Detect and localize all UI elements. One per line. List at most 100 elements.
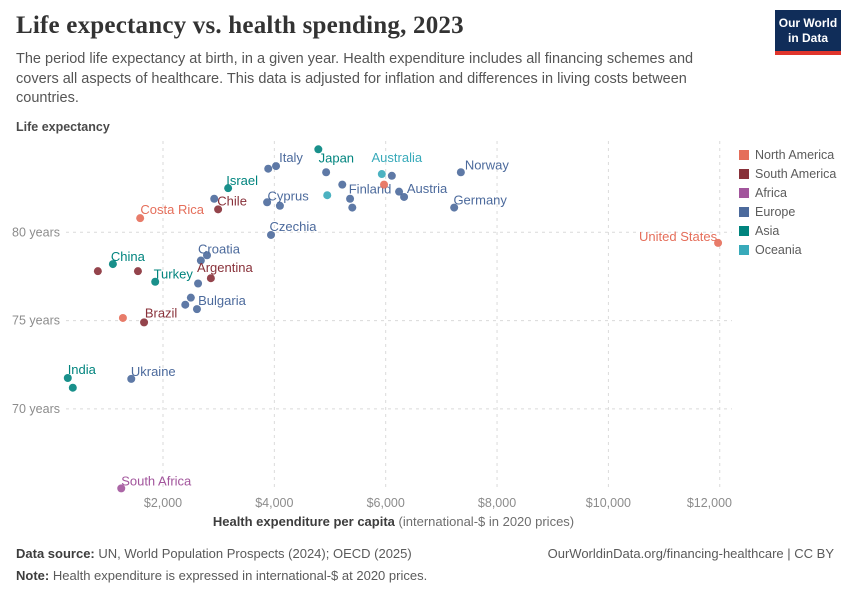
point-norway[interactable]	[456, 168, 465, 177]
legend-item-oceania[interactable]: Oceania	[739, 243, 836, 257]
country-label-japan: Japan	[319, 150, 354, 165]
data-point[interactable]	[264, 164, 273, 173]
legend-label: South America	[755, 167, 837, 181]
point-japan[interactable]	[314, 145, 323, 154]
country-label-croatia: Croatia	[198, 241, 241, 256]
data-point[interactable]	[322, 168, 331, 177]
point-croatia[interactable]	[202, 251, 211, 260]
point-south-africa[interactable]	[117, 484, 126, 493]
point-israel[interactable]	[224, 184, 233, 193]
legend-swatch	[739, 188, 749, 198]
country-label-brazil: Brazil	[145, 305, 178, 320]
data-point[interactable]	[196, 256, 205, 265]
point-costa-rica[interactable]	[136, 214, 145, 223]
x-tick-label: $8,000	[478, 496, 516, 510]
x-tick-label: $12,000	[687, 496, 732, 510]
legend-swatch	[739, 169, 749, 179]
legend-item-north-america[interactable]: North America	[739, 148, 836, 162]
legend-swatch	[739, 245, 749, 255]
legend-label: Africa	[755, 186, 787, 200]
x-tick-label: $6,000	[367, 496, 405, 510]
data-point[interactable]	[275, 201, 284, 210]
point-germany[interactable]	[450, 203, 459, 212]
data-point[interactable]	[133, 267, 142, 276]
owid-logo-line1: Our World	[778, 16, 838, 30]
point-czechia[interactable]	[267, 230, 276, 239]
legend-swatch	[739, 226, 749, 236]
point-ukraine[interactable]	[127, 374, 136, 383]
data-point[interactable]	[323, 191, 332, 200]
owid-logo[interactable]: Our World in Data	[775, 10, 841, 55]
country-label-costa-rica: Costa Rica	[140, 202, 204, 217]
y-axis-title: Life expectancy	[16, 120, 110, 134]
x-tick-label: $2,000	[144, 496, 182, 510]
point-china[interactable]	[108, 260, 117, 269]
country-label-bulgaria: Bulgaria	[198, 293, 246, 308]
point-chile[interactable]	[214, 205, 223, 214]
country-label-australia: Australia	[372, 150, 423, 165]
point-turkey[interactable]	[151, 277, 160, 286]
point-brazil[interactable]	[140, 318, 149, 327]
legend-label: Asia	[755, 224, 780, 238]
data-point[interactable]	[210, 194, 219, 203]
data-point[interactable]	[68, 383, 77, 392]
legend-item-asia[interactable]: Asia	[739, 224, 836, 238]
country-label-turkey: Turkey	[154, 267, 194, 282]
y-tick-label: 75 years	[12, 314, 60, 328]
country-label-argentina: Argentina	[197, 260, 253, 275]
country-label-germany: Germany	[453, 193, 507, 208]
legend-item-south-america[interactable]: South America	[739, 167, 836, 181]
country-label-cyprus: Cyprus	[268, 188, 310, 203]
country-label-south-africa: South Africa	[121, 473, 192, 488]
country-label-india: India	[68, 362, 97, 377]
country-label-ukraine: Ukraine	[131, 364, 176, 379]
country-label-israel: Israel	[226, 173, 258, 188]
data-source-text: UN, World Population Prospects (2024); O…	[98, 546, 412, 561]
owid-url-link[interactable]: OurWorldinData.org/financing-healthcare …	[547, 546, 834, 561]
data-point[interactable]	[93, 267, 102, 276]
country-label-italy: Italy	[279, 150, 303, 165]
legend-item-europe[interactable]: Europe	[739, 205, 836, 219]
point-united-states[interactable]	[714, 238, 723, 247]
country-label-czechia: Czechia	[270, 219, 318, 234]
legend-swatch	[739, 207, 749, 217]
point-argentina[interactable]	[206, 274, 215, 283]
x-axis-title-main: Health expenditure per capita	[212, 514, 395, 529]
legend-swatch	[739, 150, 749, 160]
data-point[interactable]	[194, 279, 203, 288]
data-point[interactable]	[186, 293, 195, 302]
y-tick-label: 80 years	[12, 225, 60, 239]
legend-label: North America	[755, 148, 835, 162]
note-label: Note:	[16, 568, 50, 583]
x-axis-title-unit: (international-$ in 2020 prices)	[398, 514, 575, 529]
point-australia[interactable]	[377, 170, 386, 179]
legend-label: Europe	[755, 205, 796, 219]
point-italy[interactable]	[272, 162, 281, 171]
x-axis-title: Health expenditure per capita (internati…	[55, 514, 732, 529]
point-finland[interactable]	[346, 194, 355, 203]
footer: Data source: UN, World Population Prospe…	[16, 546, 834, 561]
point-cyprus[interactable]	[263, 198, 272, 207]
point-bulgaria[interactable]	[192, 305, 201, 314]
legend-item-africa[interactable]: Africa	[739, 186, 836, 200]
chart-subtitle: The period life expectancy at birth, in …	[16, 51, 694, 107]
data-point[interactable]	[395, 187, 404, 196]
owid-logo-line2: in Data	[787, 31, 828, 45]
data-point[interactable]	[338, 180, 347, 189]
country-label-norway: Norway	[465, 157, 510, 172]
note-text: Health expenditure is expressed in inter…	[52, 568, 428, 583]
data-source-label: Data source:	[16, 546, 95, 561]
point-india[interactable]	[63, 373, 72, 382]
data-point[interactable]	[348, 203, 357, 212]
country-label-united-states: United States	[639, 229, 718, 244]
x-tick-label: $10,000	[586, 496, 631, 510]
continent-legend: North America South America Africa Europe As…	[739, 148, 836, 262]
footer-note: Note: Health expenditure is expressed in…	[16, 568, 427, 583]
point-austria[interactable]	[400, 192, 409, 201]
data-point[interactable]	[181, 300, 190, 309]
y-tick-label: 70 years	[12, 402, 60, 416]
data-point[interactable]	[118, 313, 127, 322]
data-point[interactable]	[387, 171, 396, 180]
data-point[interactable]	[380, 180, 389, 189]
